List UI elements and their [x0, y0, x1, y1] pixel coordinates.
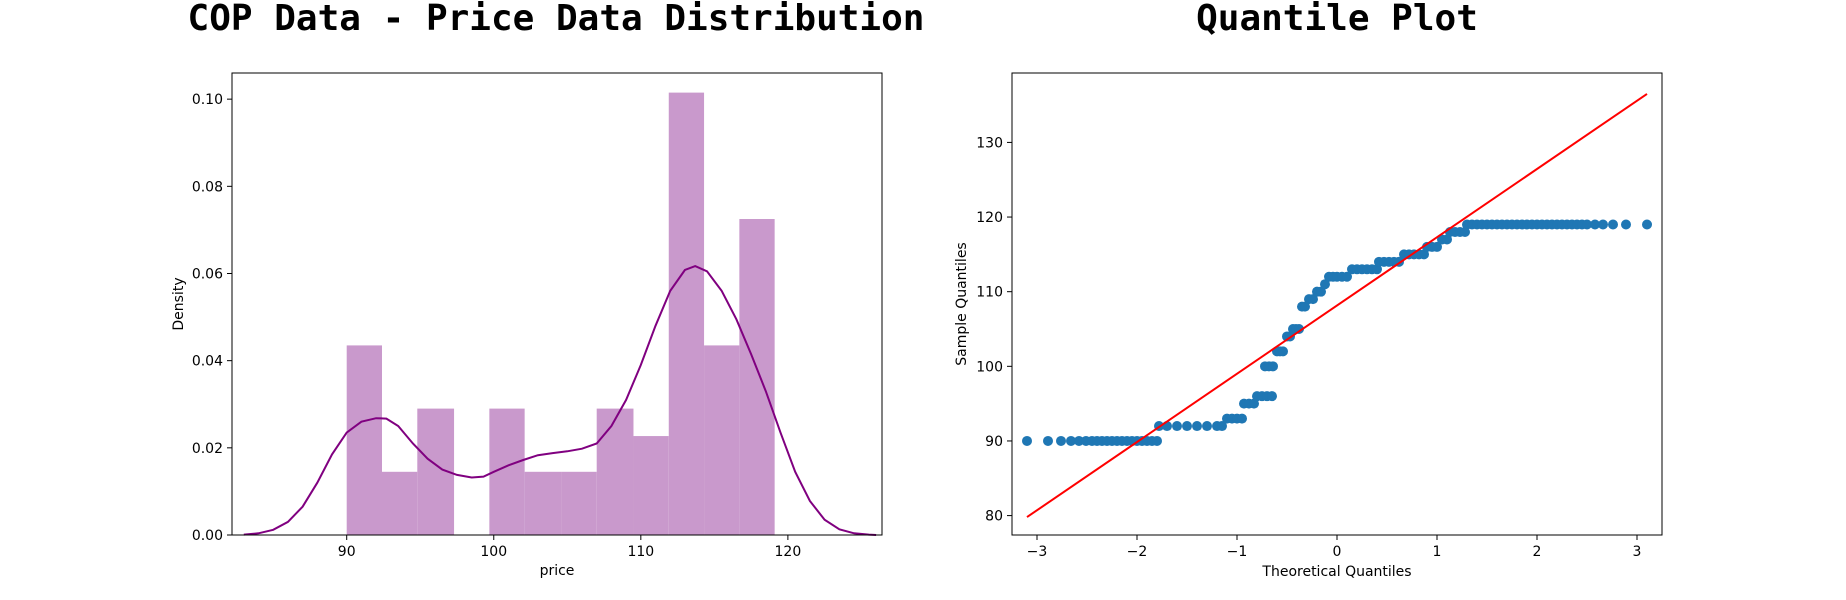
histogram-bar-6 — [561, 471, 597, 535]
qq-point-38 — [1267, 391, 1277, 402]
hist-y-tick-label-2: 0.04 — [192, 354, 223, 370]
qq-y-tick-label-4: 120 — [976, 210, 1003, 226]
qq-point-115 — [1621, 219, 1631, 230]
hist-y-axis-label: Density — [171, 277, 187, 330]
qq-point-53 — [1308, 294, 1318, 305]
qq-point-23 — [1182, 421, 1192, 432]
qq-point-113 — [1598, 219, 1608, 230]
hist-x-axis-label: price — [540, 563, 575, 579]
qq-x-axis-label: Theoretical Quantiles — [1261, 564, 1411, 580]
qq-x-tick-label-1: −2 — [1127, 544, 1148, 560]
hist-y-tick-label-3: 0.06 — [192, 266, 223, 282]
qq-plot-frame — [1011, 72, 1663, 536]
qq-point-80 — [1432, 241, 1442, 252]
histogram-bar-7 — [596, 408, 634, 535]
hist-y-tick-label-1: 0.02 — [192, 441, 223, 457]
qq-reference-line — [1026, 93, 1648, 518]
qq-point-111 — [1582, 219, 1592, 230]
histogram-bar-5 — [524, 471, 562, 535]
qq-point-51 — [1300, 301, 1310, 312]
qq-point-19 — [1152, 435, 1162, 446]
hist-x-tick-label-3: 120 — [775, 544, 802, 560]
histogram-bar-0 — [346, 345, 382, 535]
qq-y-axis-label: Sample Quantiles — [954, 242, 970, 365]
qq-point-27 — [1217, 421, 1227, 432]
qq-y-tick-label-2: 100 — [976, 359, 1003, 375]
qq-point-44 — [1278, 346, 1288, 357]
histogram-bar-1 — [382, 471, 418, 535]
histogram-bar-8 — [633, 436, 669, 535]
qq-chart-title: Quantile Plot — [1196, 0, 1478, 39]
qq-point-61 — [1342, 271, 1352, 282]
hist-x-tick-label-2: 110 — [627, 544, 654, 560]
qq-point-0 — [1022, 435, 1032, 446]
qq-point-116 — [1642, 219, 1652, 230]
histogram-bar-9 — [668, 92, 705, 535]
histogram-bar-10 — [704, 345, 740, 535]
qq-x-tick-label-0: −3 — [1027, 544, 1048, 560]
qq-point-3 — [1066, 435, 1076, 446]
qq-plot-area: −3 −2 −1 0 1 2 3 80 90 100 110 120 130 — [976, 93, 1652, 560]
qq-point-49 — [1294, 324, 1304, 335]
hist-x-tick-label-1: 100 — [480, 544, 507, 560]
hist-plot-area: 90 100 110 120 0.00 0.02 0.04 0.06 0.08 0.10 — [192, 92, 877, 560]
qq-point-55 — [1316, 286, 1326, 297]
qq-y-tick-label-0: 80 — [985, 509, 1003, 525]
histogram-bar-11 — [739, 219, 775, 535]
qq-x-tick-label-3: 0 — [1333, 544, 1342, 560]
qq-point-31 — [1237, 413, 1247, 424]
qq-y-tick-label-5: 130 — [976, 135, 1003, 151]
qq-x-tick-label-2: −1 — [1227, 544, 1248, 560]
hist-plot-frame — [231, 72, 883, 536]
hist-chart-title: COP Data - Price Data Distribution — [188, 0, 925, 39]
qq-y-tick-label-3: 110 — [976, 285, 1003, 301]
hist-y-tick-label-4: 0.08 — [192, 179, 223, 195]
hist-y-tick-label-5: 0.10 — [192, 92, 223, 108]
qq-point-22 — [1172, 421, 1182, 432]
qq-x-tick-label-4: 1 — [1433, 544, 1442, 560]
qq-point-24 — [1192, 421, 1202, 432]
hist-x-tick-label-0: 90 — [338, 544, 356, 560]
qq-point-2 — [1056, 435, 1066, 446]
kde-curve — [243, 265, 877, 536]
qq-point-1 — [1043, 435, 1053, 446]
qq-point-56 — [1320, 279, 1330, 290]
qq-point-112 — [1590, 219, 1600, 230]
qq-point-41 — [1268, 361, 1278, 372]
qq-point-4 — [1074, 435, 1084, 446]
hist-y-tick-label-0: 0.00 — [192, 528, 223, 544]
qq-x-tick-label-5: 2 — [1533, 544, 1542, 560]
qq-point-25 — [1202, 421, 1212, 432]
qq-point-114 — [1608, 219, 1618, 230]
qq-y-tick-label-1: 90 — [985, 434, 1003, 450]
qq-x-tick-label-6: 3 — [1633, 544, 1642, 560]
